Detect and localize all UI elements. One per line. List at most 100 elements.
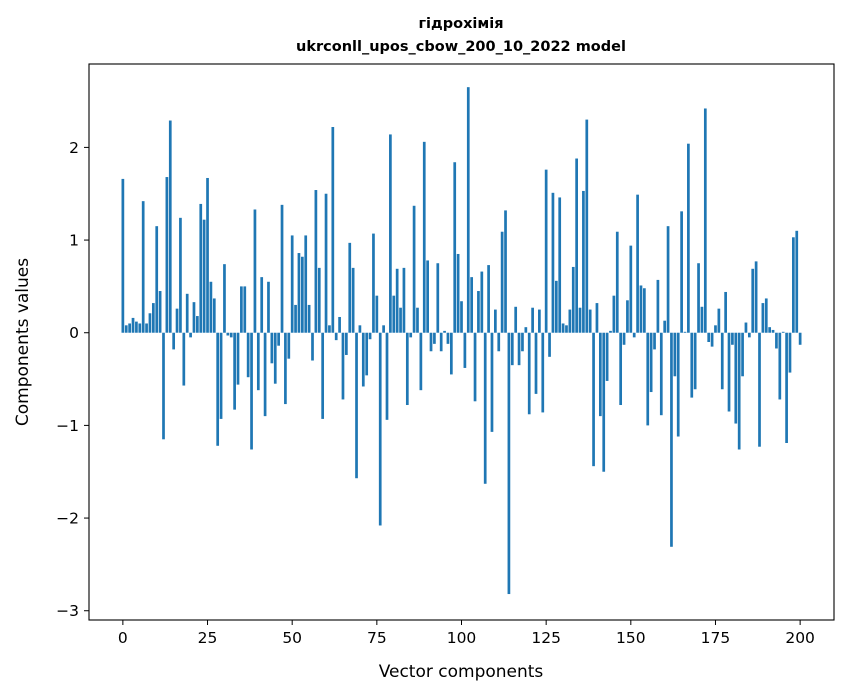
bar-72 [365,332,369,376]
bar-71 [361,332,365,387]
bar-116 [514,306,518,333]
bar-78 [385,332,389,420]
bar-99 [456,253,460,333]
bar-23 [199,203,203,333]
bar-95 [443,330,446,333]
bar-181 [734,332,738,424]
bar-76 [378,332,382,526]
y-tick-label: −3 [56,602,79,620]
bars-group [121,87,802,595]
x-tick-label: 100 [447,629,477,647]
bar-119 [524,327,528,333]
bar-166 [683,331,687,333]
bar-28 [216,332,220,446]
bar-13 [165,177,169,333]
bar-52 [297,253,301,333]
bar-93 [436,263,440,333]
bar-114 [507,332,511,595]
bar-19 [185,293,189,333]
bar-159 [659,332,663,416]
bar-48 [284,332,287,405]
bar-200 [798,332,802,345]
bar-150 [629,245,633,333]
bar-38 [250,332,253,450]
bar-144 [609,330,612,333]
bar-0 [121,178,125,333]
bar-25 [206,177,209,333]
bar-107 [483,332,487,484]
bar-41 [260,277,264,333]
chart-subtitle: ukrconll_upos_cbow_200_10_2022 model [296,39,626,55]
bar-39 [253,209,257,333]
bar-110 [494,309,497,333]
bar-160 [663,320,667,333]
x-tick-label: 150 [616,629,646,647]
bar-94 [439,332,443,352]
bar-26 [209,281,213,333]
bar-66 [345,332,348,355]
bar-129 [558,197,562,333]
x-tick-label: 175 [701,629,731,647]
bar-147 [619,332,623,406]
bar-153 [639,285,643,333]
bar-193 [775,332,778,349]
bar-143 [605,332,609,381]
y-axis-ticks: −3 −2 −1 0 1 2 [56,139,89,620]
bar-130 [561,323,565,333]
bar-45 [273,332,277,384]
bar-173 [707,332,711,342]
bar-161 [666,226,670,333]
bar-30 [223,264,226,333]
bar-49 [287,332,291,359]
bar-158 [656,279,660,333]
x-tick-label: 200 [785,629,815,647]
bar-198 [792,237,795,333]
bar-131 [565,325,568,333]
bar-64 [338,316,341,333]
bar-148 [622,332,626,345]
bar-8 [148,313,152,333]
bar-163 [673,332,677,377]
chart-title: гідрохімія [418,16,503,32]
y-axis-label: Components values [13,258,33,426]
bar-81 [395,268,399,333]
bar-155 [646,332,650,426]
bar-177 [720,332,724,390]
bar-55 [307,304,311,333]
bar-170 [697,263,700,333]
bar-3 [131,317,135,333]
bar-61 [328,325,331,333]
x-tick-label: 125 [531,629,561,647]
bar-59 [321,332,325,419]
bar-188 [758,332,761,447]
bar-124 [541,332,545,413]
y-tick-label: 0 [69,324,79,342]
bar-149 [626,300,629,333]
bar-70 [358,325,362,333]
bar-101 [463,332,467,368]
bar-190 [764,298,768,333]
bar-132 [568,309,572,333]
bar-57 [314,190,318,333]
bar-156 [649,332,653,393]
bar-73 [368,332,372,340]
bar-194 [778,332,782,400]
bar-14 [168,120,172,333]
bar-33 [233,332,236,410]
bar-126 [548,332,551,357]
bar-128 [554,280,558,333]
x-tick-label: 25 [198,629,218,647]
bar-1 [124,325,128,333]
bar-63 [334,332,338,341]
bar-46 [277,332,280,346]
bar-27 [212,298,216,333]
bar-60 [324,193,328,333]
bar-186 [751,268,755,333]
bar-168 [690,332,694,398]
bar-100 [460,301,463,333]
bar-75 [375,295,379,333]
bar-145 [612,295,616,333]
bar-127 [551,192,555,333]
bar-189 [761,303,765,333]
bar-56 [311,332,314,361]
